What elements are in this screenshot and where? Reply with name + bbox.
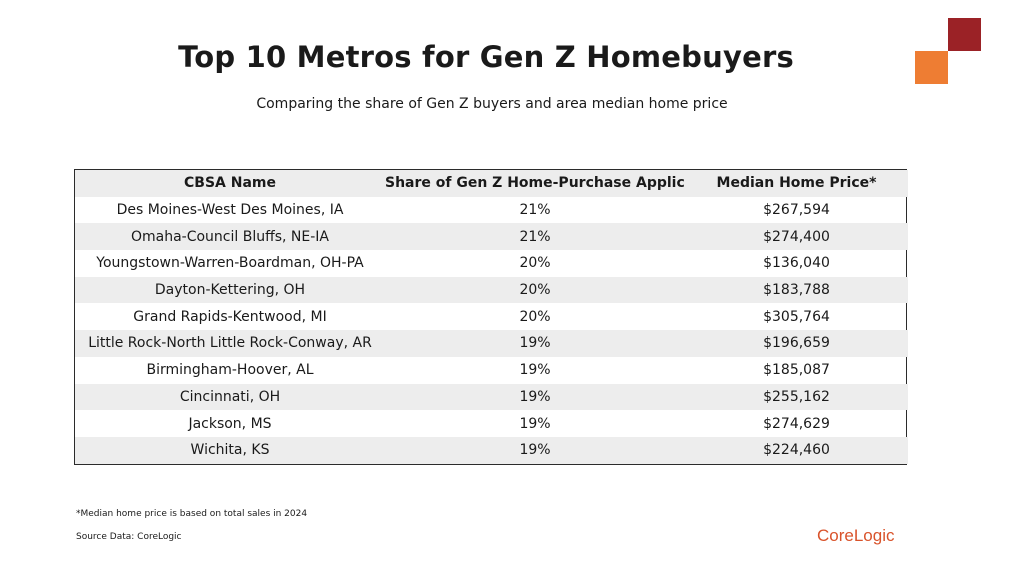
cell-median-price: $274,400 xyxy=(763,228,830,245)
cell-gen-z-share: 19% xyxy=(519,415,551,432)
cell-median-price: $305,764 xyxy=(763,308,830,325)
table-row: Little Rock-North Little Rock-Conway, AR… xyxy=(75,330,908,357)
cell-median-price: $267,594 xyxy=(763,202,830,219)
column-header-cbsa-name: CBSA Name xyxy=(184,175,276,192)
table-header-row: CBSA Name Share of Gen Z Home-Purchase A… xyxy=(75,170,908,197)
table-row: Grand Rapids-Kentwood, MI 20% $305,764 xyxy=(75,303,908,330)
cell-cbsa-name: Grand Rapids-Kentwood, MI xyxy=(133,308,327,325)
cell-gen-z-share: 21% xyxy=(519,228,551,245)
table-row: Birmingham-Hoover, AL 19% $185,087 xyxy=(75,357,908,384)
cell-median-price: $183,788 xyxy=(763,282,830,299)
cell-gen-z-share: 19% xyxy=(519,362,551,379)
cell-gen-z-share: 21% xyxy=(519,202,551,219)
cell-cbsa-name: Birmingham-Hoover, AL xyxy=(146,362,314,379)
table-row: Omaha-Council Bluffs, NE-IA 21% $274,400 xyxy=(75,223,908,251)
cell-cbsa-name: Cincinnati, OH xyxy=(179,388,281,405)
table-row: Youngstown-Warren-Boardman, OH-PA 20% $1… xyxy=(75,250,908,277)
cell-cbsa-name: Little Rock-North Little Rock-Conway, AR xyxy=(88,335,372,352)
cell-median-price: $136,040 xyxy=(763,255,830,272)
source-note: Source Data: CoreLogic xyxy=(76,532,182,542)
cell-gen-z-share: 19% xyxy=(519,335,551,352)
cell-gen-z-share: 19% xyxy=(519,388,551,405)
cell-cbsa-name: Omaha-Council Bluffs, NE-IA xyxy=(130,228,330,245)
corelogic-logo: CoreLogic xyxy=(817,526,895,545)
cell-cbsa-name: Youngstown-Warren-Boardman, OH-PA xyxy=(96,255,364,272)
table-row: Wichita, KS 19% $224,460 xyxy=(75,436,908,464)
metros-table: CBSA Name Share of Gen Z Home-Purchase A… xyxy=(74,169,908,465)
page-subtitle: Comparing the share of Gen Z buyers and … xyxy=(256,96,728,112)
decorative-square-orange xyxy=(915,51,948,84)
cell-gen-z-share: 19% xyxy=(519,442,551,459)
cell-median-price: $224,460 xyxy=(763,442,830,459)
cell-median-price: $196,659 xyxy=(763,335,830,352)
cell-median-price: $255,162 xyxy=(763,388,830,405)
cell-cbsa-name: Dayton-Kettering, OH xyxy=(154,282,306,299)
cell-gen-z-share: 20% xyxy=(519,308,551,325)
cell-median-price: $274,629 xyxy=(763,415,830,432)
cell-cbsa-name: Des Moines-West Des Moines, IA xyxy=(116,202,344,219)
column-header-gen-z-share: Share of Gen Z Home-Purchase Applicants xyxy=(385,175,685,192)
footnote: *Median home price is based on total sal… xyxy=(76,509,308,519)
cell-gen-z-share: 20% xyxy=(519,282,551,299)
cell-cbsa-name: Jackson, MS xyxy=(188,415,272,432)
column-header-median-price: Median Home Price* xyxy=(716,175,877,192)
page-title: Top 10 Metros for Gen Z Homebuyers xyxy=(178,40,794,74)
cell-median-price: $185,087 xyxy=(763,362,830,379)
table-row: Jackson, MS 19% $274,629 xyxy=(75,410,908,437)
decorative-square-dark xyxy=(948,18,981,51)
cell-cbsa-name: Wichita, KS xyxy=(190,442,270,459)
table-row: Des Moines-West Des Moines, IA 21% $267,… xyxy=(75,197,908,224)
table-row: Dayton-Kettering, OH 20% $183,788 xyxy=(75,276,908,304)
cell-gen-z-share: 20% xyxy=(519,255,551,272)
table-row: Cincinnati, OH 19% $255,162 xyxy=(75,383,908,411)
